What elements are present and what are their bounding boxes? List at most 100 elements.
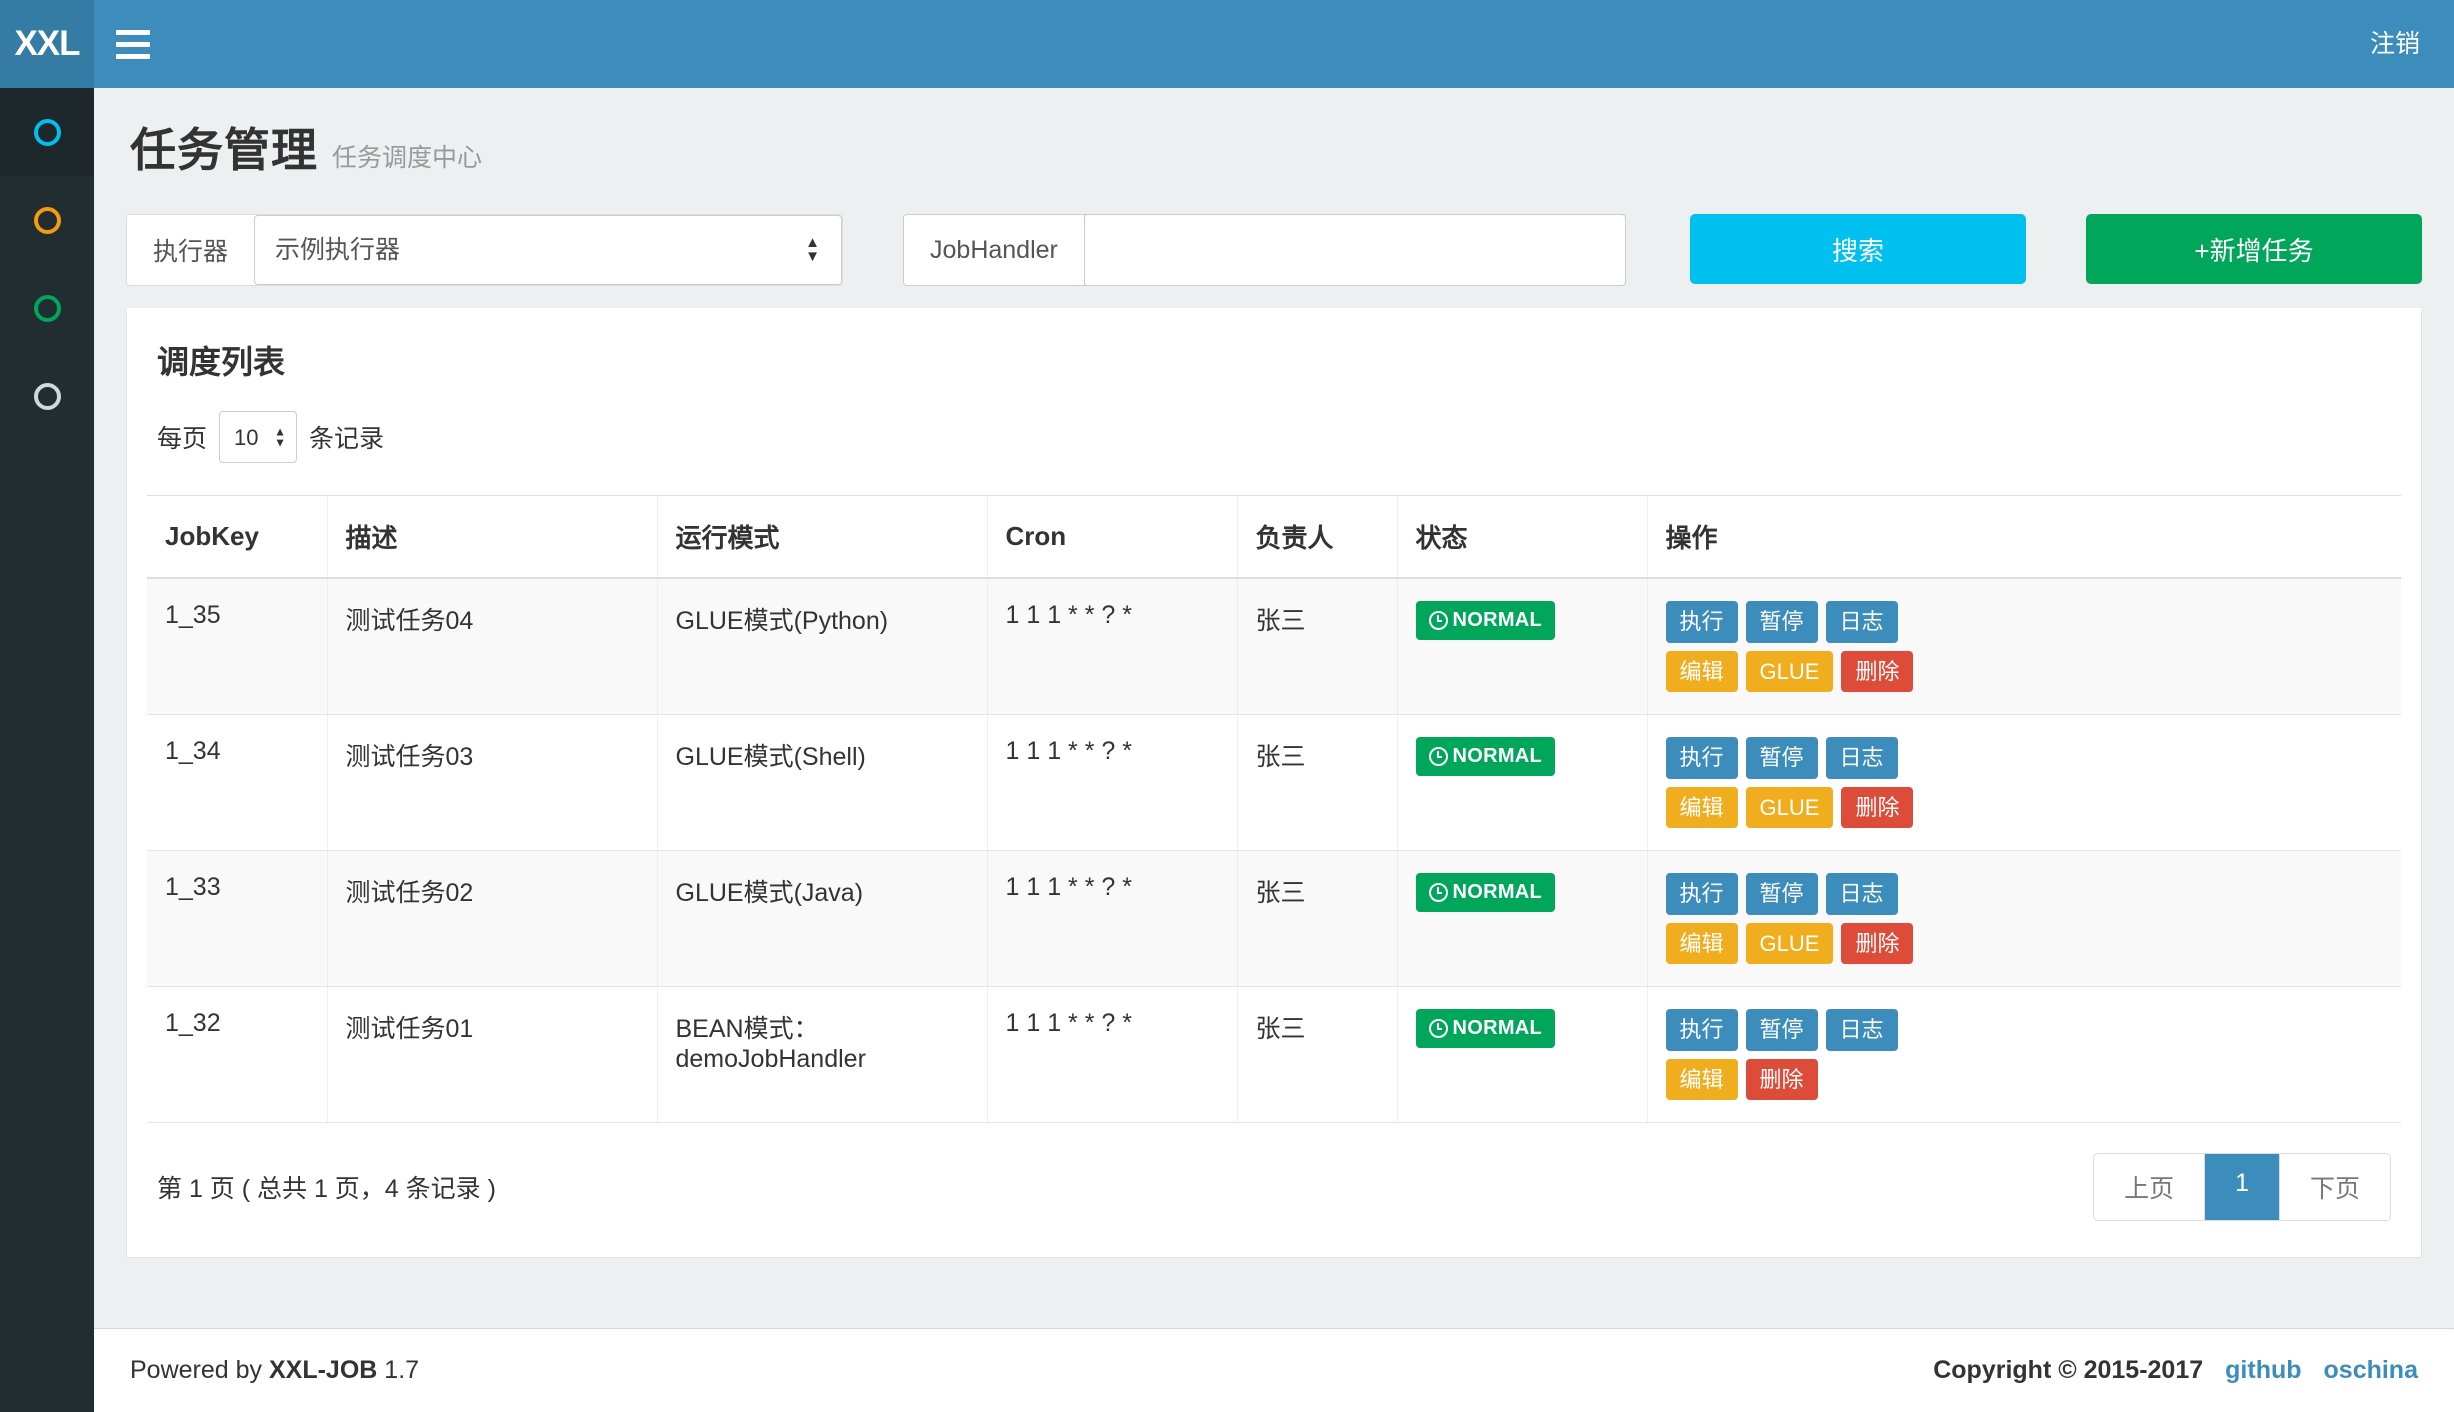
schedule-list-panel: 调度列表 每页 10 ▲ ▼ 条记录 JobKey 描述	[126, 308, 2422, 1258]
jobhandler-label: JobHandler	[904, 215, 1085, 285]
status-label: NORMAL	[1452, 881, 1543, 903]
op-button-GLUE[interactable]: GLUE	[1745, 922, 1834, 964]
sidebar-item-3[interactable]	[0, 264, 94, 352]
op-button-执行[interactable]: 执行	[1665, 737, 1738, 779]
pagination-page-1[interactable]: 1	[2205, 1154, 2280, 1220]
op-button-暂停[interactable]: 暂停	[1745, 601, 1818, 643]
op-button-GLUE[interactable]: GLUE	[1745, 786, 1834, 828]
th-jobkey[interactable]: JobKey	[147, 495, 328, 579]
operation-buttons: 执行 暂停 日志编辑 删除	[1665, 1009, 1916, 1100]
cell-mode: GLUE模式(Python)	[657, 578, 988, 715]
powered-prefix: Powered by	[130, 1356, 263, 1384]
cell-desc: 测试任务02	[327, 850, 658, 987]
status-badge: NORMAL	[1415, 737, 1556, 776]
op-button-暂停[interactable]: 暂停	[1745, 737, 1818, 779]
pagination-info: 第 1 页 ( 总共 1 页，4 条记录 )	[157, 1175, 496, 1203]
pagination-prev[interactable]: 上页	[2094, 1154, 2206, 1220]
th-cron[interactable]: Cron	[987, 495, 1238, 579]
jobhandler-filter-group: JobHandler	[903, 214, 1626, 286]
per-page-suffix: 条记录	[309, 425, 385, 453]
powered-version: 1.7	[384, 1356, 420, 1384]
op-button-删除[interactable]: 删除	[1841, 786, 1914, 828]
job-table-head: JobKey 描述 运行模式 Cron 负责人 状态 操作	[147, 495, 2401, 579]
hamburger-bar	[116, 29, 150, 35]
logout-link[interactable]: 注销	[2369, 30, 2420, 58]
cell-cron: 1 1 1 * * ? *	[987, 578, 1238, 715]
hamburger-icon[interactable]	[94, 0, 172, 88]
cell-ops: 执行 暂停 日志编辑 删除	[1647, 986, 2401, 1123]
op-button-日志[interactable]: 日志	[1825, 873, 1898, 915]
table-footer: 第 1 页 ( 总共 1 页，4 条记录 ) 上页 1 下页	[127, 1123, 2421, 1257]
sidebar-item-1[interactable]	[0, 88, 94, 176]
cell-owner: 张三	[1237, 850, 1398, 987]
cell-jobkey: 1_35	[147, 578, 328, 715]
cell-owner: 张三	[1237, 578, 1398, 715]
op-button-暂停[interactable]: 暂停	[1745, 1009, 1818, 1051]
cell-ops: 执行 暂停 日志编辑 GLUE 删除	[1647, 850, 2401, 987]
th-mode[interactable]: 运行模式	[657, 495, 988, 579]
clock-icon	[1428, 611, 1448, 630]
powered-by: Powered by XXL-JOB 1.7	[130, 1356, 419, 1385]
op-button-日志[interactable]: 日志	[1825, 737, 1898, 779]
op-button-执行[interactable]: 执行	[1665, 1009, 1738, 1051]
panel-title: 调度列表	[157, 344, 286, 380]
navbar-content: 注销	[94, 0, 2454, 88]
th-status[interactable]: 状态	[1397, 495, 1648, 579]
app-logo[interactable]: XXL	[0, 0, 94, 88]
op-button-编辑[interactable]: 编辑	[1665, 650, 1738, 692]
oschina-link[interactable]: oschina	[2323, 1356, 2418, 1384]
clock-icon	[1428, 1019, 1448, 1038]
op-button-日志[interactable]: 日志	[1825, 1009, 1898, 1051]
jobhandler-input[interactable]	[1084, 215, 1625, 285]
executor-select[interactable]: 示例执行器	[254, 215, 843, 285]
op-button-暂停[interactable]: 暂停	[1745, 873, 1818, 915]
pagination-next[interactable]: 下页	[2279, 1154, 2390, 1220]
sidebar-item-2[interactable]	[0, 176, 94, 264]
hamburger-bar	[116, 53, 150, 59]
cell-desc: 测试任务04	[327, 578, 658, 715]
cell-desc: 测试任务01	[327, 986, 658, 1123]
op-button-执行[interactable]: 执行	[1665, 601, 1738, 643]
cell-jobkey: 1_33	[147, 850, 328, 987]
cell-ops: 执行 暂停 日志编辑 GLUE 删除	[1647, 714, 2401, 851]
page-title: 任务管理	[130, 124, 318, 176]
cell-owner: 张三	[1237, 986, 1398, 1123]
table-row: 1_33 测试任务02 GLUE模式(Java) 1 1 1 * * ? * 张三 NOR…	[147, 850, 2401, 987]
circle-icon	[33, 206, 61, 234]
per-page-select[interactable]: 10	[219, 411, 298, 463]
add-job-button[interactable]: +新增任务	[2086, 214, 2422, 284]
table-header-row: JobKey 描述 运行模式 Cron 负责人 状态 操作	[147, 495, 2401, 579]
status-label: NORMAL	[1452, 745, 1543, 767]
main-content: 任务管理 任务调度中心 执行器 示例执行器 ▲ ▼ JobHandler	[94, 88, 2454, 1412]
circle-icon	[33, 118, 61, 146]
github-link[interactable]: github	[2225, 1356, 2302, 1384]
cell-jobkey: 1_32	[147, 986, 328, 1123]
th-owner[interactable]: 负责人	[1237, 495, 1398, 579]
op-button-编辑[interactable]: 编辑	[1665, 1058, 1738, 1100]
th-desc[interactable]: 描述	[327, 495, 658, 579]
per-page-control: 每页 10 ▲ ▼ 条记录	[127, 383, 2421, 463]
cell-mode: BEAN模式：demoJobHandler	[657, 986, 988, 1123]
per-page-prefix: 每页	[157, 425, 208, 453]
op-button-执行[interactable]: 执行	[1665, 873, 1738, 915]
cell-jobkey: 1_34	[147, 714, 328, 851]
sidebar-item-4[interactable]	[0, 352, 94, 440]
cell-cron: 1 1 1 * * ? *	[987, 850, 1238, 987]
pagination: 上页 1 下页	[2093, 1153, 2391, 1221]
cell-status: NORMAL	[1397, 578, 1648, 715]
op-button-日志[interactable]: 日志	[1825, 601, 1898, 643]
op-button-删除[interactable]: 删除	[1841, 922, 1914, 964]
cell-status: NORMAL	[1397, 986, 1648, 1123]
powered-name: XXL-JOB	[268, 1356, 378, 1384]
op-button-删除[interactable]: 删除	[1841, 650, 1914, 692]
sidebar	[0, 88, 94, 1412]
th-ops[interactable]: 操作	[1647, 495, 2401, 579]
op-button-编辑[interactable]: 编辑	[1665, 922, 1738, 964]
filter-bar: 执行器 示例执行器 ▲ ▼ JobHandler 搜索 +新增任务	[126, 214, 2422, 286]
op-button-删除[interactable]: 删除	[1745, 1058, 1818, 1100]
status-badge: NORMAL	[1415, 1009, 1556, 1048]
search-button[interactable]: 搜索	[1690, 214, 2026, 284]
op-button-编辑[interactable]: 编辑	[1665, 786, 1738, 828]
cell-status: NORMAL	[1397, 714, 1648, 851]
op-button-GLUE[interactable]: GLUE	[1745, 650, 1834, 692]
